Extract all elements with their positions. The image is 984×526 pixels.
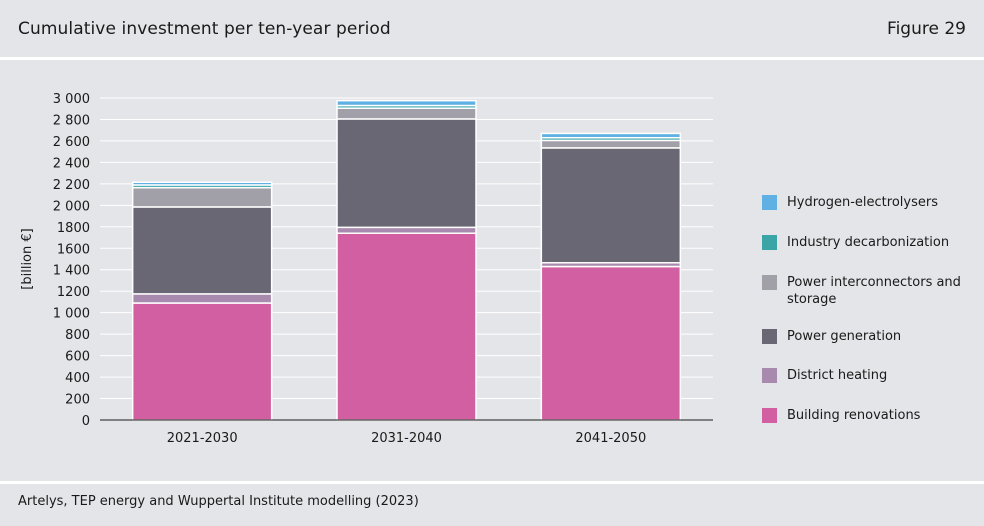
y-tick-label: 1600 <box>57 242 90 257</box>
bar-segment <box>540 265 682 421</box>
legend-swatch <box>762 368 777 383</box>
y-tick-label: 2 000 <box>53 199 90 214</box>
bar-segment <box>540 147 682 264</box>
y-tick-label: 600 <box>65 350 90 365</box>
bar-segment <box>131 293 273 304</box>
bar-segment <box>131 302 273 421</box>
y-tick-label: 2 600 <box>53 135 90 150</box>
x-tick-label: 2021-2030 <box>167 431 238 446</box>
bar-segment <box>336 107 477 120</box>
figure-label: Figure 29 <box>887 19 966 39</box>
bottom-divider <box>0 481 984 484</box>
y-tick-label: 1800 <box>57 221 90 236</box>
y-tick-label: 800 <box>65 328 90 343</box>
y-tick-label: 1 400 <box>53 264 90 279</box>
bar-segment <box>336 226 477 234</box>
y-tick-label: 200 <box>65 393 90 408</box>
legend-swatch <box>762 235 777 250</box>
x-tick-label: 2031-2040 <box>371 431 442 446</box>
legend-label: District heating <box>787 368 888 383</box>
y-tick-label: 400 <box>65 371 90 386</box>
legend-swatch <box>762 329 777 344</box>
stacked-bar-chart: 0 200 400 600 800 1 000 1200 1 400 1600 1800 2 000… <box>20 92 713 446</box>
source-note: Artelys, TEP energy and Wuppertal Instit… <box>18 494 419 509</box>
top-divider <box>0 57 984 60</box>
chart-title: Cumulative investment per ten-year perio… <box>18 19 391 39</box>
x-tick-label: 2041-2050 <box>575 431 646 446</box>
legend-label: Power generation <box>787 329 902 344</box>
legend-label: Building renovations <box>787 408 921 423</box>
legend-label: Power interconnectors and storage <box>787 275 961 307</box>
bar-segment <box>131 206 273 295</box>
header: Cumulative investment per ten-year perio… <box>0 0 984 57</box>
y-tick-label: 2 800 <box>53 113 90 128</box>
legend-swatch <box>762 195 777 210</box>
y-tick-label: 1200 <box>57 285 90 300</box>
legend-label: Industry decarbonization <box>787 235 950 250</box>
chart-area: 0 200 400 600 800 1 000 1200 1 400 1600 1800 2 000… <box>0 60 984 480</box>
bar-segment <box>540 139 682 149</box>
y-axis-label: [billion €] <box>20 228 35 289</box>
legend-label: Hydrogen-electrolysers <box>787 195 938 210</box>
bar-segment <box>336 232 477 421</box>
bar-segment <box>336 118 477 229</box>
y-tick-label: 0 <box>82 414 90 429</box>
y-tick-label: 1 000 <box>53 307 90 322</box>
bar-segment <box>131 186 273 208</box>
bar-segment <box>540 132 682 139</box>
y-tick-label: 2 400 <box>53 156 90 171</box>
legend-swatch <box>762 275 777 290</box>
legend-swatch <box>762 408 777 423</box>
y-tick-label: 2 200 <box>53 178 90 193</box>
y-tick-label: 3 000 <box>53 92 90 107</box>
bar-segment <box>131 181 273 186</box>
bar-segment <box>336 99 477 107</box>
